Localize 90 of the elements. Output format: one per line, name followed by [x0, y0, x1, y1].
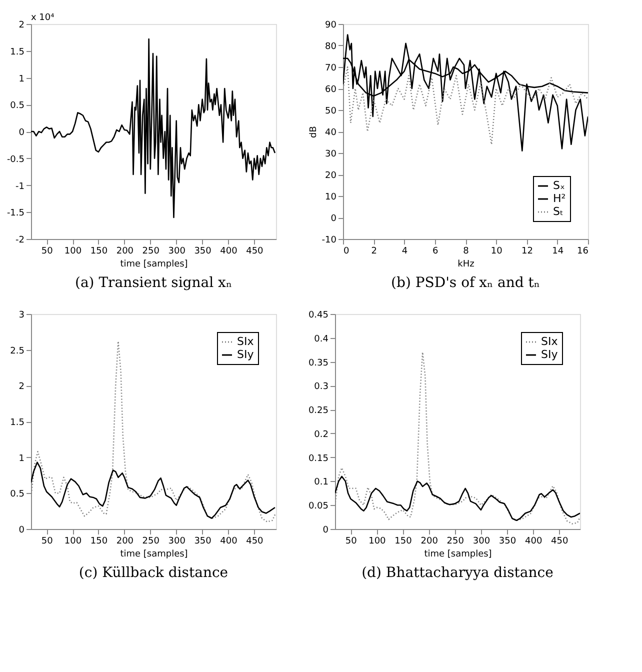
x-tick-label: 400 [220, 246, 238, 256]
text: (c) Küllback distance [78, 565, 228, 581]
x-tick-label: 12 [522, 246, 533, 256]
y-tick-label: 0 [18, 128, 25, 138]
y-tick-label: 1 [18, 454, 24, 464]
x-tick-label: 350 [194, 536, 212, 546]
x-axis-title: kHz [458, 260, 475, 270]
y-tick-label: -1.5 [6, 208, 24, 219]
y-tick-label: 50 [325, 106, 337, 116]
legend-label: SIx [541, 335, 558, 348]
x-tick-label: 8 [463, 246, 470, 256]
y-tick-label: 0.15 [308, 454, 328, 464]
x-tick-label: 6 [432, 246, 439, 256]
x-axis-title: time [samples] [120, 550, 188, 560]
y-tick-label: -1 [16, 182, 24, 192]
text: (b) PSD's of xₙ and tₙ [391, 275, 540, 291]
legend-label: Sₓ [553, 179, 565, 192]
x-tick-label: 4 [402, 246, 408, 256]
x-tick-label: 300 [168, 536, 186, 546]
x-tick-label: 100 [64, 536, 82, 546]
y-tick-label: -0.5 [6, 154, 24, 165]
legend-label: Sₜ [553, 205, 564, 218]
y-tick-label: 0.1 [314, 478, 328, 488]
y-tick-label: 1.5 [10, 418, 24, 428]
y-tick-label: 3 [18, 310, 24, 320]
text: (d) Bhattacharyya distance [362, 565, 554, 581]
y-tick-label: 0.05 [308, 502, 328, 512]
y-axis-title: dB [308, 126, 319, 138]
y-tick-label: 1 [18, 74, 24, 84]
text: (a) Transient signal xₙ [74, 275, 232, 291]
y-tick-label: 30 [325, 150, 337, 160]
x-tick-label: 450 [551, 536, 569, 546]
y-tick-label: 2.5 [10, 346, 24, 356]
x-tick-label: 400 [220, 536, 238, 546]
y-tick-label: 0.4 [314, 334, 329, 344]
x-tick-label: 0 [344, 246, 350, 256]
y-tick-label: 20 [325, 171, 337, 181]
x-tick-label: 150 [394, 536, 412, 546]
y-tick-label: 60 [325, 85, 337, 95]
y-tick-label: 0.5 [10, 490, 24, 500]
y-tick-label: 0.3 [314, 382, 328, 392]
x-tick-label: 2 [371, 246, 377, 256]
y-tick-label: 0.45 [308, 310, 328, 320]
x-tick-label: 16 [577, 246, 589, 256]
x-tick-label: 450 [246, 246, 264, 256]
x-tick-label: 10 [490, 246, 503, 256]
x-tick-label: 450 [246, 536, 264, 546]
x-tick-label: 300 [472, 536, 490, 546]
x-tick-label: 14 [552, 246, 564, 256]
x-tick-label: 50 [41, 536, 54, 546]
x-axis-title: time [samples] [424, 550, 492, 560]
y-tick-label: 0.35 [308, 358, 328, 368]
x-tick-label: 400 [524, 536, 542, 546]
x-tick-label: 250 [142, 536, 160, 546]
y-tick-label: 2 [18, 20, 24, 30]
y-tick-label: 0.2 [314, 430, 328, 440]
legend-label: SIy [541, 348, 558, 361]
y-tick-label: 0 [330, 214, 337, 224]
y-tick-label: 70 [325, 64, 337, 74]
text: x 10⁴ [31, 13, 55, 23]
y-tick-label: 0.25 [308, 406, 328, 416]
y-tick-label: 40 [325, 128, 337, 138]
x-axis-title: time [samples] [120, 260, 188, 270]
y-tick-label: 2 [18, 382, 24, 392]
y-tick-label: 0 [18, 526, 25, 536]
x-tick-label: 200 [116, 246, 134, 256]
x-tick-label: 250 [142, 246, 160, 256]
x-tick-label: 100 [368, 536, 386, 546]
x-tick-label: 150 [90, 536, 108, 546]
legend-label: SIx [237, 335, 254, 348]
y-tick-label: 0 [322, 526, 329, 536]
y-tick-label: 0.5 [10, 101, 24, 112]
legend-label: H² [553, 192, 566, 205]
x-tick-label: 200 [116, 536, 134, 546]
x-tick-label: 50 [345, 536, 358, 546]
y-tick-label: -10 [322, 236, 337, 246]
x-tick-label: 150 [90, 246, 108, 256]
y-tick-label: -2 [16, 236, 24, 246]
x-tick-label: 250 [446, 536, 464, 546]
y-tick-label: 80 [325, 42, 337, 52]
x-tick-label: 50 [41, 246, 54, 256]
x-tick-label: 100 [64, 246, 82, 256]
y-tick-label: 1.5 [10, 47, 24, 58]
x-tick-label: 350 [498, 536, 516, 546]
x-tick-label: 200 [420, 536, 438, 546]
legend-label: SIy [237, 348, 254, 361]
x-tick-label: 350 [194, 246, 212, 256]
x-tick-label: 300 [168, 246, 186, 256]
y-tick-label: 90 [325, 20, 337, 30]
y-tick-label: 10 [325, 192, 337, 202]
